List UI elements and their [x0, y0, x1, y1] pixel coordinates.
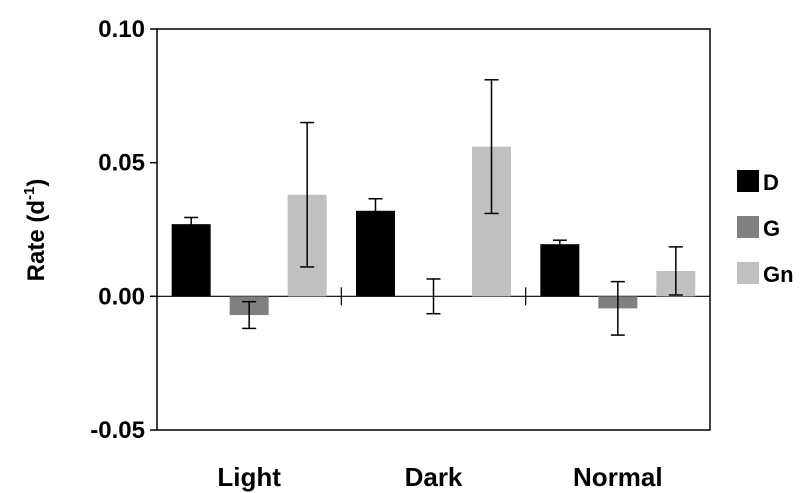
y-axis-title-close: ) [23, 179, 50, 187]
legend: DG Gn [737, 170, 794, 287]
bar-dark-d [356, 210, 395, 297]
y-tick-label: -0.05 [90, 417, 145, 444]
category-label-dark: Dark [405, 462, 463, 492]
legend-label-g: G [763, 216, 780, 241]
error-bar-light-gn [300, 121, 315, 268]
error-bar-dark-gn [484, 79, 499, 215]
y-axis-title: Rate (d-1) [21, 179, 50, 282]
plot-area: -0.05 0.00 0.05 0.10 Light Dark Normal [90, 16, 711, 492]
legend-label-d: D [763, 170, 779, 195]
error-bar-light-d [184, 216, 199, 232]
plot-frame [156, 28, 711, 431]
error-bar-normal-d [552, 239, 567, 249]
error-bar-dark-g [426, 278, 441, 315]
legend-swatch-d [737, 170, 759, 192]
y-axis-title-sup: -1 [21, 187, 38, 200]
legend-label-gn: Gn [763, 262, 794, 287]
legend-swatch-gn [737, 262, 759, 284]
error-bar-normal-gn [668, 246, 683, 296]
y-tick-label: 0.00 [98, 283, 145, 310]
error-bar-dark-d [368, 198, 383, 224]
bar-normal-d [540, 244, 580, 297]
y-axis-title-main: Rate (d [23, 200, 50, 281]
error-bar-light-g [242, 300, 257, 330]
error-bar-normal-g [610, 280, 625, 336]
bar-light-d [171, 224, 211, 297]
category-label-light: Light [217, 462, 281, 492]
y-tick-label: 0.10 [98, 16, 145, 43]
legend-swatch-g [737, 216, 759, 238]
category-label-normal: Normal [573, 462, 663, 492]
y-tick-label: 0.05 [98, 150, 145, 177]
